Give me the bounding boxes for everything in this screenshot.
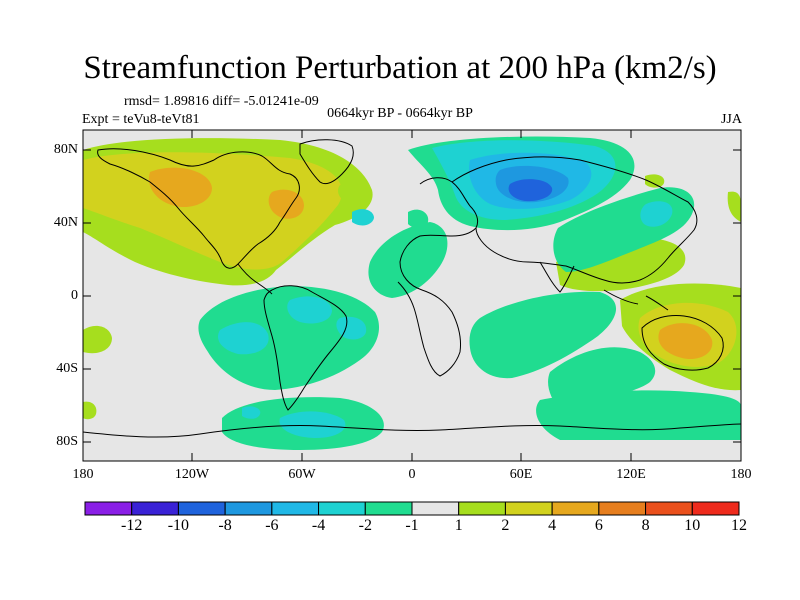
colorbar-label: -8 xyxy=(218,517,232,534)
colorbar-swatch xyxy=(458,501,506,516)
field-negative-antarctic-west xyxy=(242,406,261,419)
field-positive-north-america-core2 xyxy=(268,189,304,219)
coastline-australia xyxy=(641,315,724,371)
period-label: 0664kyr BP - 0664kyr BP xyxy=(327,106,473,121)
coastline-indonesia xyxy=(603,289,669,311)
lat-ticks xyxy=(83,149,741,443)
coastline-antarctica xyxy=(83,423,741,438)
field-negative-atlantic-north xyxy=(352,209,374,226)
lat-label-80s: 80S xyxy=(56,434,78,449)
field-negative-south-america-mid2 xyxy=(287,296,332,324)
field-negative-asia-band-mid xyxy=(640,201,673,227)
colorbar-swatch xyxy=(691,501,740,516)
colorbar-label: 6 xyxy=(594,517,603,534)
colorbar-label: 8 xyxy=(641,517,650,534)
coastline-north-america xyxy=(97,148,300,269)
field-positive-south-pacific-west xyxy=(83,325,112,354)
field-negative-europe-small xyxy=(408,209,429,229)
contour-layer xyxy=(83,130,741,461)
coastline-central-america xyxy=(237,263,273,295)
colorbar-label: -10 xyxy=(167,517,190,534)
colorbar-label: 1 xyxy=(454,517,463,534)
lon-label-180w: 180 xyxy=(72,467,94,482)
field-negative-eurasia-core xyxy=(508,179,553,202)
field-positive-north-america-core xyxy=(148,167,212,208)
field-positive-australia-core xyxy=(658,323,713,360)
field-negative-indian-ocean xyxy=(469,291,617,379)
coastline-asia xyxy=(451,156,698,284)
lon-label-120e: 120E xyxy=(616,467,646,482)
colorbar-swatch xyxy=(271,501,320,516)
colorbar-swatch xyxy=(551,501,600,516)
season-label: JJA xyxy=(720,112,742,127)
colorbar-label: -1 xyxy=(405,517,419,534)
experiment-label: Expt = teVu8-teVt81 xyxy=(82,112,200,127)
lon-label-180e: 180 xyxy=(730,467,752,482)
colorbar-swatch xyxy=(224,501,273,516)
field-negative-africa-band xyxy=(368,222,448,298)
colorbar-swatch xyxy=(177,501,226,516)
lat-label-80n: 80N xyxy=(53,142,78,157)
field-negative-south-america-outer xyxy=(198,286,380,390)
coastline-layer xyxy=(83,139,741,438)
field-negative-antarctic-mid xyxy=(279,411,346,438)
lon-label-120w: 120W xyxy=(174,467,210,482)
page-title: Streamfunction Perturbation at 200 hPa (… xyxy=(83,50,717,86)
coastline-south-america xyxy=(263,285,348,411)
lon-label-60w: 60W xyxy=(288,467,316,482)
coastline-india xyxy=(539,261,575,293)
lon-label-60e: 60E xyxy=(509,467,533,482)
coastline-greenland xyxy=(299,139,354,185)
colorbar-swatch xyxy=(645,501,693,516)
coastline-europe-africa xyxy=(397,177,479,377)
colorbar-label: 10 xyxy=(684,517,701,534)
colorbar-label: 4 xyxy=(548,517,557,534)
field-negative-south-pacific xyxy=(536,390,741,440)
colorbar-label: -4 xyxy=(311,517,326,534)
colorbar-swatch xyxy=(364,501,413,516)
lat-label-40s: 40S xyxy=(56,361,78,376)
colorbar-swatch xyxy=(84,501,133,516)
field-positive-greenland xyxy=(338,180,366,203)
colorbar-label: -6 xyxy=(265,517,279,534)
colorbar-swatch xyxy=(411,501,460,516)
colorbar-swatch xyxy=(598,501,647,516)
colorbar-label: -2 xyxy=(358,517,372,534)
stats-line: rmsd= 1.89816 diff= -5.01241e-09 xyxy=(124,94,319,109)
colorbar-label: 12 xyxy=(731,517,747,534)
lat-label-0: 0 xyxy=(71,288,78,303)
colorbar-swatch xyxy=(318,501,366,516)
field-positive-arctic-east xyxy=(645,174,665,188)
field-negative-south-america-mid xyxy=(218,322,269,355)
field-positive-north-america-mid xyxy=(83,152,342,270)
colorbar-swatch xyxy=(131,501,179,516)
colorbar-swatch xyxy=(504,501,553,516)
lon-ticks xyxy=(191,130,632,461)
field-positive-west-pacific xyxy=(727,191,741,222)
colorbar-label: 2 xyxy=(501,517,510,534)
colorbar xyxy=(84,501,740,516)
field-positive-south-atlantic xyxy=(83,401,97,420)
lon-label-0: 0 xyxy=(408,467,416,482)
lat-label-40n: 40N xyxy=(53,215,78,230)
colorbar-label: -12 xyxy=(121,517,143,534)
